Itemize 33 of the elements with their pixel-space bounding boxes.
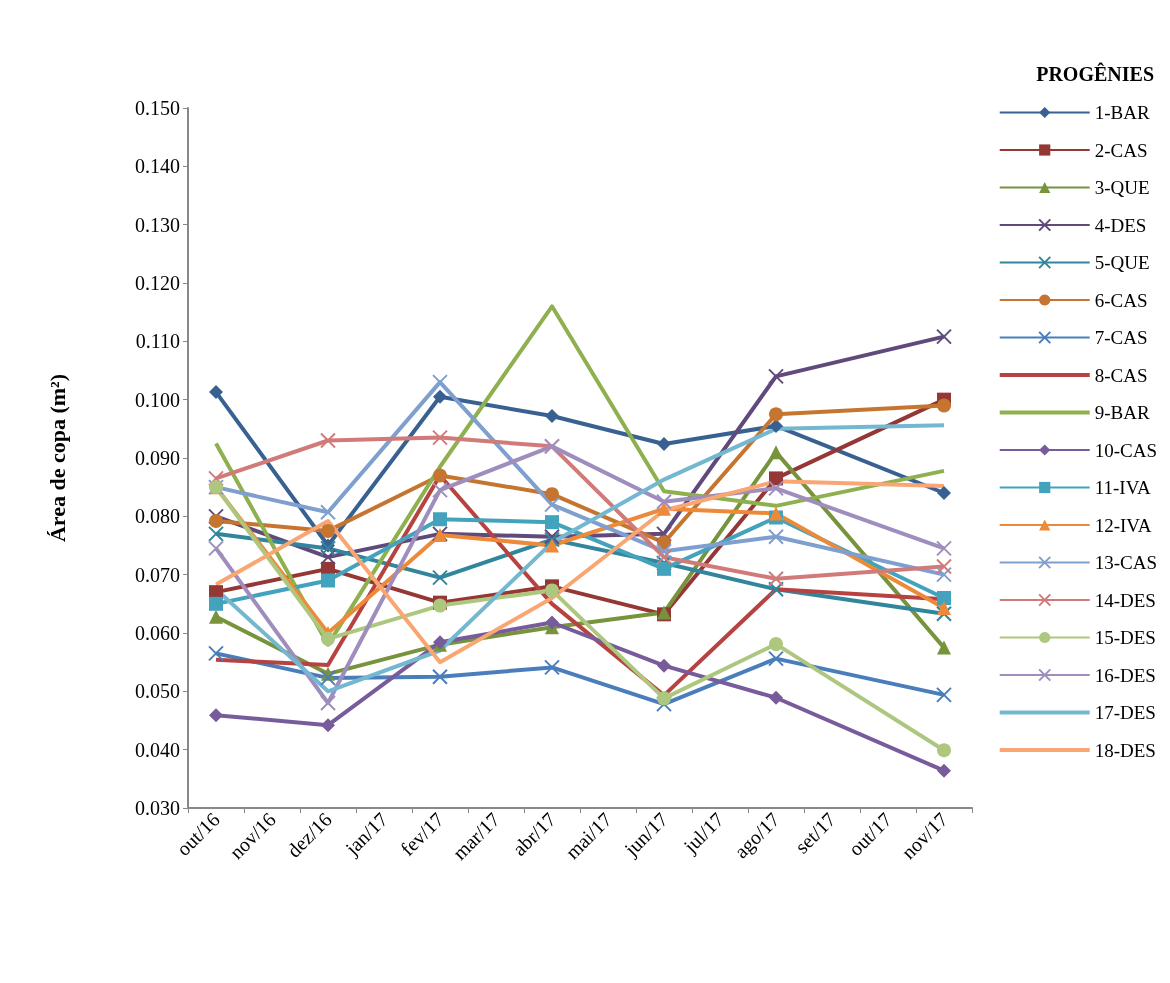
legend-label: 9-BAR [1094,402,1150,423]
legend-label: 13-CAS [1094,552,1158,573]
y-tick-label: 0.120 [135,272,180,294]
y-tick-label: 0.100 [135,388,180,411]
y-tick-label: 0.140 [135,155,180,178]
y-axis-title: Área de copa (m²) [44,373,70,543]
legend-label: 18-DES [1094,739,1156,761]
legend-label: 3-QUE [1094,177,1150,198]
legend-label: 17-DES [1094,702,1156,723]
y-tick-label: 0.040 [135,738,180,761]
legend-label: 7-CAS [1094,327,1148,348]
legend-label: 15-DES [1094,627,1156,648]
legend-label: 1-BAR [1094,102,1150,123]
legend-label: 4-DES [1094,214,1147,236]
y-tick-label: 0.030 [135,797,180,819]
y-tick-label: 0.080 [135,505,180,528]
legend-label: 5-QUE [1094,252,1150,273]
legend-label: 10-CAS [1094,439,1158,461]
y-tick-label: 0.050 [135,680,180,703]
legend-label: 8-CAS [1094,364,1148,386]
legend-label: 14-DES [1094,589,1156,611]
legend-title: PROGÊNIES [1036,62,1155,85]
y-tick-label: 0.130 [135,213,180,236]
legend-label: 2-CAS [1094,139,1148,161]
legend-label: 12-IVA [1094,514,1152,536]
y-tick-label: 0.060 [135,622,180,644]
y-tick-label: 0.150 [135,97,180,119]
legend-label: 6-CAS [1094,289,1148,311]
y-tick-label: 0.070 [135,563,180,586]
y-tick-label: 0.090 [135,447,180,469]
legend-label: 11-IVA [1094,477,1151,498]
legend-label: 16-DES [1094,664,1156,686]
y-tick-label: 0.110 [135,330,180,353]
